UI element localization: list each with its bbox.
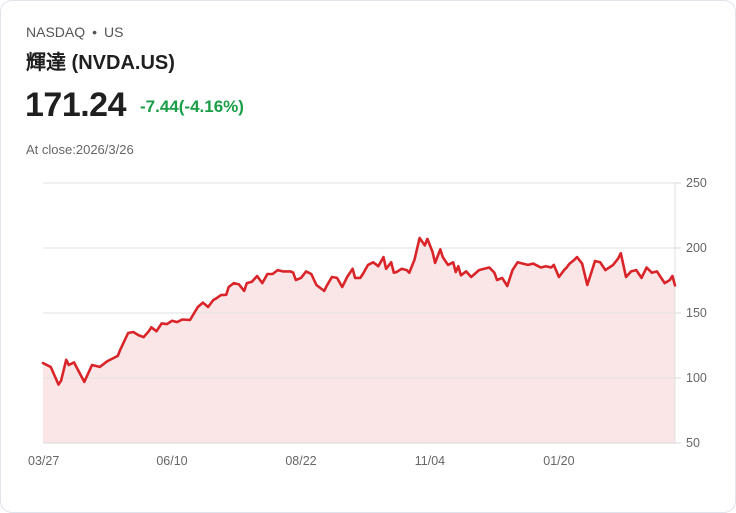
- market-name: US: [104, 24, 124, 40]
- x-tick-label: 08/22: [285, 454, 316, 468]
- separator-dot: •: [92, 24, 98, 40]
- price-line: [41, 236, 677, 386]
- close-timestamp: At close:2026/3/26: [26, 142, 134, 157]
- price-change: -7.44(-4.16%): [140, 97, 244, 116]
- exchange-line: NASDAQ • US: [26, 24, 123, 40]
- y-tick-label: 200: [686, 241, 707, 255]
- exchange-name: NASDAQ: [26, 24, 86, 40]
- stock-price: 171.24: [25, 86, 127, 124]
- stock-name: 輝達 (NVDA.US): [26, 52, 175, 74]
- x-tick-label: 03/27: [28, 454, 59, 468]
- x-tick-label: 06/10: [156, 454, 187, 468]
- y-tick-label: 100: [686, 371, 707, 385]
- price-area-fill: [43, 238, 675, 443]
- x-tick-label: 11/04: [415, 454, 445, 468]
- y-tick-label: 150: [686, 306, 707, 320]
- y-tick-label: 50: [686, 436, 700, 450]
- x-tick-label: 01/20: [543, 454, 574, 468]
- y-tick-label: 250: [686, 176, 707, 190]
